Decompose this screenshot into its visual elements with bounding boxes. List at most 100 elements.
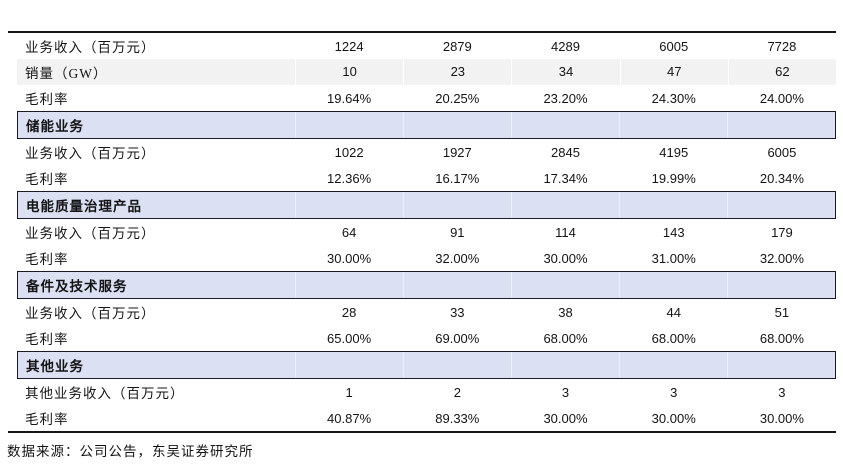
cell-value: 91	[450, 224, 465, 240]
cell-value	[403, 272, 511, 298]
cell-value: 68.00%	[651, 330, 696, 346]
cell-value	[727, 352, 835, 378]
row-label: 其他业务收入（百万元）	[25, 386, 185, 401]
cell-value: 1224	[334, 38, 364, 54]
cell-value: 24.30%	[651, 90, 696, 106]
table-row: 毛利率 12.36% 16.17% 17.34% 19.99% 20.34%	[17, 165, 836, 191]
cell-value	[511, 272, 619, 298]
cell-value	[295, 112, 403, 138]
cell-value: 19.99%	[651, 170, 696, 186]
cell-value	[727, 272, 835, 298]
table-row: 毛利率 40.87% 89.33% 30.00% 30.00% 30.00%	[17, 405, 836, 431]
section-title: 备件及技术服务	[26, 279, 128, 294]
segment-forecast-table: 业务收入（百万元） 1224 2879 4289 6005 7728 销量（GW） 10 23 3…	[8, 31, 836, 433]
cell-value: 68.00%	[759, 330, 804, 346]
table-row: 毛利率 30.00% 32.00% 30.00% 31.00% 32.00%	[17, 245, 836, 271]
cell-value: 143	[662, 224, 685, 240]
cell-value: 2	[453, 384, 461, 400]
data-source-note: 数据来源：公司公告，东吴证券研究所	[7, 444, 254, 459]
cell-value	[403, 192, 511, 218]
table-row: 其他业务收入（百万元） 1 2 3 3 3	[17, 379, 836, 405]
cell-value	[619, 272, 727, 298]
cell-value: 20.34%	[759, 170, 804, 186]
cell-value: 20.25%	[435, 90, 480, 106]
cell-value: 3	[670, 384, 678, 400]
cell-value: 24.00%	[759, 90, 804, 106]
cell-value: 23.20%	[543, 90, 588, 106]
cell-value: 1022	[334, 144, 364, 160]
row-label: 毛利率	[25, 172, 69, 187]
row-label: 毛利率	[25, 332, 69, 347]
cell-value	[511, 192, 619, 218]
table-row: 业务收入（百万元） 1022 1927 2845 4195 6005	[17, 139, 836, 165]
cell-value: 47	[619, 59, 728, 85]
cell-value	[403, 112, 511, 138]
cell-value: 4195	[659, 144, 689, 160]
cell-value: 31.00%	[651, 250, 696, 266]
section-title: 其他业务	[26, 359, 84, 374]
row-label: 业务收入（百万元）	[25, 226, 156, 241]
cell-value: 30.00%	[543, 250, 588, 266]
cell-value: 28	[341, 304, 357, 320]
cell-value: 62	[727, 59, 836, 85]
cell-value: 6005	[659, 38, 689, 54]
cell-value: 89.33%	[435, 410, 480, 426]
cell-value: 7728	[767, 38, 797, 54]
row-label: 毛利率	[25, 252, 69, 267]
cell-value: 1	[345, 384, 353, 400]
cell-value: 179	[771, 224, 793, 240]
cell-value	[511, 352, 619, 378]
cell-value	[619, 192, 727, 218]
cell-value	[295, 272, 403, 298]
cell-value	[511, 112, 619, 138]
cell-value	[403, 352, 511, 378]
section-header-row: 备件及技术服务	[17, 271, 836, 299]
cell-value: 6005	[767, 144, 797, 160]
cell-value	[619, 112, 727, 138]
cell-value: 3	[778, 384, 786, 400]
cell-value: 30.00%	[543, 410, 588, 426]
table-row: 业务收入（百万元） 28 33 38 44 51	[17, 299, 836, 325]
cell-value: 51	[774, 304, 790, 320]
cell-value: 2845	[551, 144, 580, 160]
table-row: 业务收入（百万元） 1224 2879 4289 6005 7728	[17, 33, 836, 59]
cell-value: 30.00%	[651, 410, 696, 426]
cell-value: 16.17%	[435, 170, 480, 186]
cell-value: 65.00%	[327, 330, 372, 346]
cell-value: 34	[511, 59, 619, 85]
cell-value: 114	[555, 224, 576, 240]
section-title: 电能质量治理产品	[26, 199, 142, 214]
cell-value	[619, 352, 727, 378]
table-row: 业务收入（百万元） 64 91 114 143 179	[17, 219, 836, 245]
cell-value	[295, 352, 403, 378]
table-row: 毛利率 19.64% 20.25% 23.20% 24.30% 24.00%	[17, 85, 836, 111]
cell-value	[727, 192, 835, 218]
cell-value: 44	[666, 304, 681, 320]
table-rows: 业务收入（百万元） 1224 2879 4289 6005 7728 销量（GW） 10 23 3…	[17, 33, 836, 431]
cell-value: 10	[295, 59, 403, 85]
table-row: 毛利率 65.00% 69.00% 68.00% 68.00% 68.00%	[17, 325, 836, 351]
section-title: 储能业务	[26, 119, 84, 134]
cell-value: 17.34%	[543, 170, 588, 186]
row-label: 毛利率	[25, 92, 69, 107]
cell-value: 2879	[442, 38, 472, 54]
cell-value: 32.00%	[759, 250, 804, 266]
cell-value: 69.00%	[435, 330, 480, 346]
cell-value: 19.64%	[327, 90, 372, 106]
cell-value: 30.00%	[327, 250, 372, 266]
cell-value: 32.00%	[435, 250, 480, 266]
cell-value: 38	[558, 304, 573, 320]
cell-value: 40.87%	[327, 410, 372, 426]
row-label: 业务收入（百万元）	[25, 306, 156, 321]
cell-value: 23	[403, 59, 511, 85]
cell-value: 30.00%	[759, 410, 804, 426]
cell-value	[295, 192, 403, 218]
section-header-row: 储能业务	[17, 111, 836, 139]
section-header-row: 电能质量治理产品	[17, 191, 836, 219]
row-label: 业务收入（百万元）	[25, 40, 156, 55]
cell-value: 12.36%	[327, 170, 372, 186]
cell-value: 1927	[442, 144, 472, 160]
section-header-row: 其他业务	[17, 351, 836, 379]
row-label: 毛利率	[25, 412, 69, 427]
row-label: 业务收入（百万元）	[25, 146, 156, 161]
